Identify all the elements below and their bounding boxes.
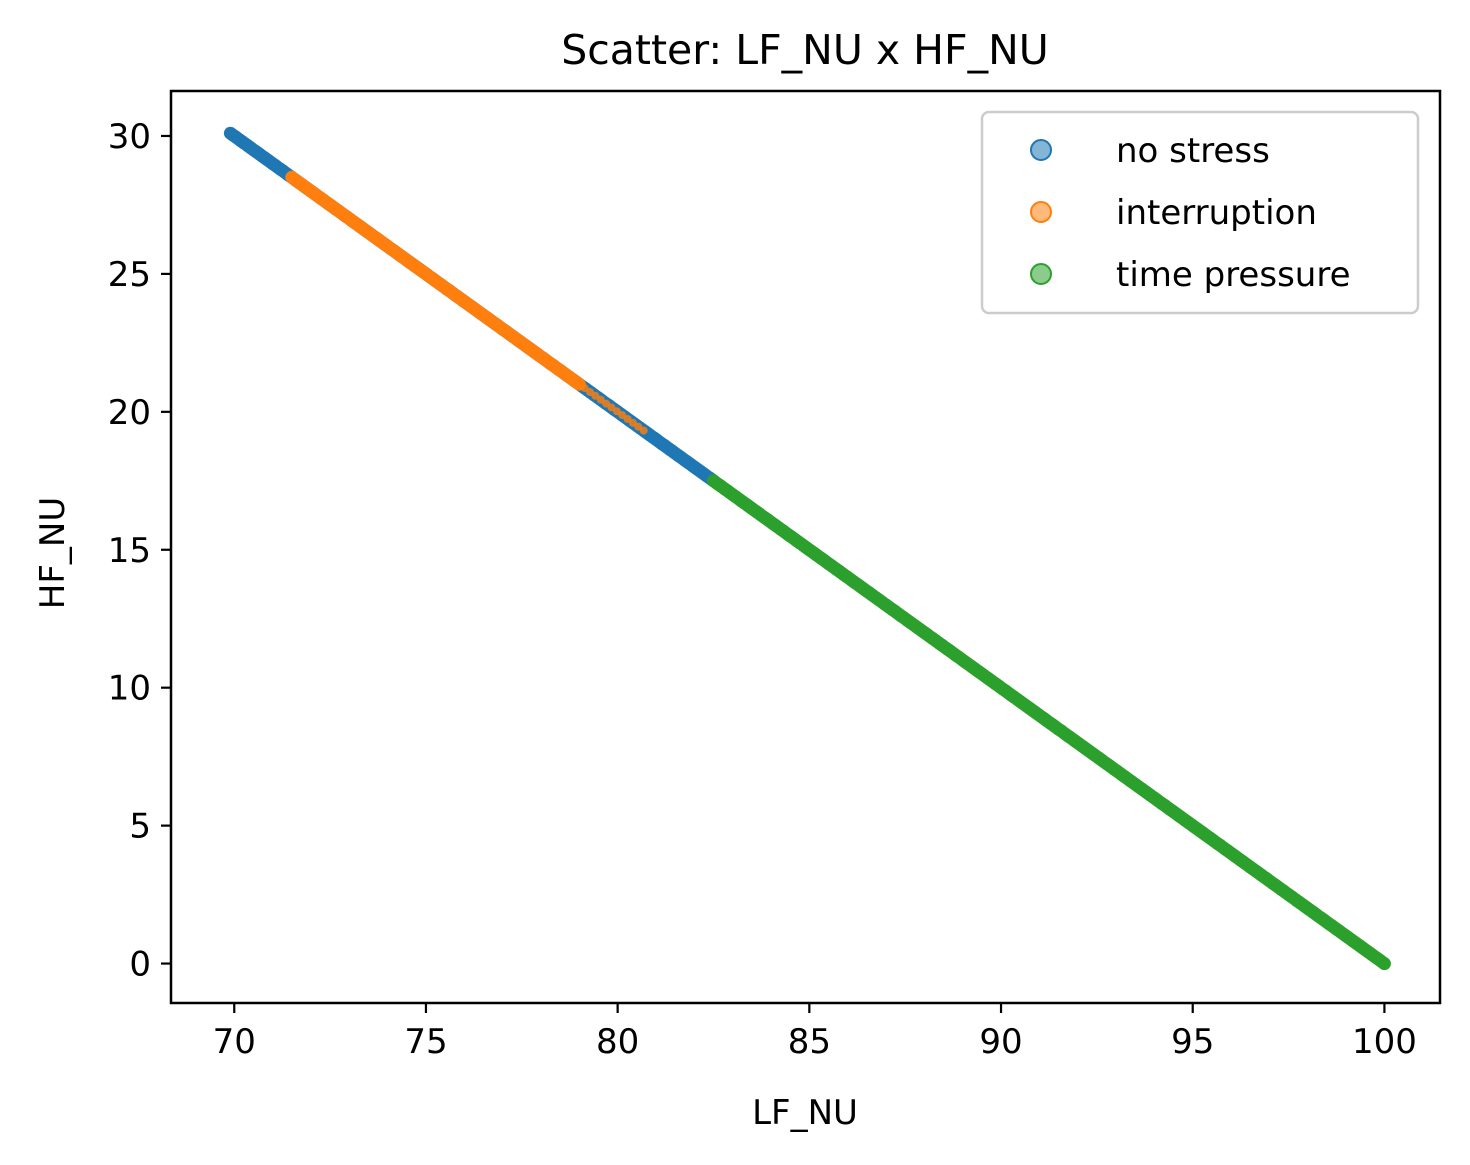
- scatter-point: [1377, 957, 1391, 971]
- series-time-pressure: [707, 474, 1391, 971]
- legend: no stress interruption time pressure: [980, 110, 1420, 315]
- legend-label: no stress: [1116, 131, 1270, 171]
- y-axis-label: HF_NU: [33, 497, 73, 609]
- legend-marker: [1030, 139, 1052, 161]
- chart-title: Scatter: LF_NU x HF_NU: [561, 26, 1049, 74]
- x-tick-label: 75: [404, 1022, 447, 1062]
- plot-frame: [169, 89, 1442, 1005]
- points-layer: [223, 126, 1391, 971]
- legend-label: interruption: [1116, 193, 1317, 233]
- x-tick-label: 90: [979, 1022, 1022, 1062]
- x-axis-label: LF_NU: [752, 1093, 858, 1133]
- x-tick-label: 100: [1352, 1022, 1417, 1062]
- x-tick-label: 95: [1171, 1022, 1214, 1062]
- x-tick-label: 85: [788, 1022, 831, 1062]
- series-interruption: [285, 170, 648, 435]
- y-tick-label: 25: [108, 255, 151, 295]
- legend-box: [980, 110, 1420, 315]
- x-tick-label: 70: [213, 1022, 256, 1062]
- y-tick-label: 15: [108, 531, 151, 571]
- y-tick-label: 20: [108, 393, 151, 433]
- y-tick-label: 0: [129, 945, 151, 985]
- scatter-point: [639, 426, 648, 435]
- x-tick-label: 80: [596, 1022, 639, 1062]
- y-axis-ticks: 0 5 10 15 20 25 30: [108, 117, 171, 985]
- x-axis-ticks: 70 75 80 85 90 95 100: [213, 1003, 1417, 1062]
- legend-label: time pressure: [1116, 255, 1350, 295]
- legend-marker: [1030, 201, 1052, 223]
- y-tick-label: 5: [129, 807, 151, 847]
- y-tick-label: 30: [108, 117, 151, 157]
- y-tick-label: 10: [108, 669, 151, 709]
- legend-marker: [1030, 263, 1052, 285]
